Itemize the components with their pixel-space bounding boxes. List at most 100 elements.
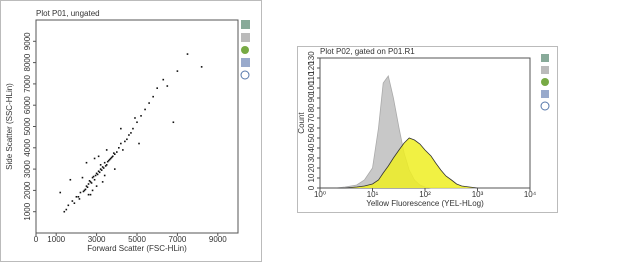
y-tick-label: 5000	[23, 117, 32, 135]
y-tick-label: 20	[307, 163, 316, 172]
event-dot	[101, 166, 104, 168]
event-dot	[65, 208, 68, 211]
event-dot	[89, 181, 92, 183]
y-tick-label: 6000	[23, 96, 32, 114]
event-dot	[94, 174, 97, 177]
tool-icon[interactable]	[541, 54, 549, 62]
event-dot	[176, 70, 179, 72]
x-tick-label: 10⁰	[314, 190, 326, 199]
y-tick-label: 130	[307, 51, 316, 65]
event-dot	[96, 173, 99, 176]
tool-icon[interactable]	[541, 66, 549, 74]
event-dot	[87, 193, 90, 196]
y-axis-label: Side Scatter (SSC-HLin)	[5, 83, 14, 170]
y-tick-label: 3000	[23, 160, 32, 178]
event-dot	[87, 183, 90, 185]
event-dot	[99, 164, 102, 166]
event-dot	[90, 182, 93, 184]
event-dot	[78, 198, 81, 200]
chart-title: Plot P01, ungated	[36, 9, 100, 18]
event-dot	[103, 161, 106, 164]
event-dot	[83, 189, 86, 192]
event-dot	[122, 149, 124, 151]
event-dot	[156, 87, 158, 89]
event-dot	[69, 178, 72, 181]
y-tick-label: 9000	[23, 32, 32, 50]
event-dot	[63, 210, 66, 213]
x-tick-label: 7000	[169, 235, 187, 244]
event-dot	[126, 138, 128, 141]
x-tick-label: 10¹	[367, 190, 379, 199]
y-tick-label: 60	[307, 123, 316, 132]
y-tick-label: 50	[307, 133, 316, 142]
event-dot	[148, 102, 150, 104]
event-dot	[172, 121, 175, 124]
y-axis-label: Count	[297, 112, 306, 134]
event-dot	[112, 152, 115, 154]
x-axis-label: Forward Scatter (FSC-HLin)	[87, 244, 187, 253]
y-tick-label: 40	[307, 143, 316, 152]
event-dot	[136, 121, 138, 124]
event-dot	[132, 127, 134, 130]
event-dot	[113, 168, 116, 170]
event-dot	[111, 155, 114, 158]
y-tick-label: 90	[307, 93, 316, 102]
x-tick-label: 10²	[419, 190, 431, 199]
x-axis-label: Yellow Fluorescence (YEL-HLog)	[366, 199, 484, 208]
x-tick-label: 0	[34, 235, 39, 244]
event-dot	[118, 147, 120, 149]
tool-icon[interactable]	[240, 70, 250, 80]
event-dot	[162, 78, 165, 81]
event-dot	[81, 176, 84, 179]
y-tick-label: 100	[307, 81, 316, 95]
event-dot	[144, 108, 146, 111]
y-tick-label: 4000	[23, 138, 32, 156]
event-dot	[59, 191, 62, 194]
event-dot	[105, 164, 108, 166]
event-dot	[116, 151, 118, 153]
y-tick-label: 30	[307, 153, 316, 162]
x-tick-label: 10³	[472, 190, 484, 199]
x-tick-label: 10⁴	[524, 190, 537, 199]
x-tick-label: 5000	[128, 235, 146, 244]
event-dot	[73, 202, 76, 204]
histogram-area	[320, 137, 478, 189]
x-tick-label: 9000	[209, 235, 227, 244]
tool-icon[interactable]	[540, 101, 550, 111]
event-dot	[77, 195, 80, 198]
event-dot	[105, 149, 108, 151]
tool-icon[interactable]	[541, 90, 549, 98]
event-dot	[71, 200, 74, 202]
y-tick-label: 7000	[23, 74, 32, 92]
event-dot	[140, 115, 142, 117]
event-dot	[120, 142, 122, 145]
tool-icon[interactable]	[241, 46, 249, 54]
tool-icon[interactable]	[241, 58, 250, 67]
event-dot	[93, 178, 96, 181]
event-dot	[120, 127, 122, 130]
event-dot	[101, 181, 104, 183]
event-dot	[84, 188, 87, 191]
tool-icon[interactable]	[241, 20, 250, 29]
x-tick-label: 3000	[88, 235, 106, 244]
event-dot	[89, 193, 92, 196]
event-dot	[104, 165, 107, 167]
event-dot	[91, 176, 94, 179]
tool-icon[interactable]	[241, 33, 250, 42]
event-dot	[98, 171, 101, 174]
event-dot	[113, 153, 116, 155]
event-dot	[200, 66, 203, 68]
event-dot	[67, 204, 70, 207]
event-dot	[97, 170, 100, 173]
tool-icon[interactable]	[541, 78, 549, 86]
toolbar-right	[540, 54, 550, 111]
event-dot	[95, 172, 98, 175]
event-dot	[124, 140, 126, 143]
event-dot	[85, 185, 88, 187]
event-dot	[100, 169, 103, 171]
event-dot	[79, 191, 82, 194]
event-dot	[99, 168, 102, 170]
event-dot	[93, 157, 96, 160]
event-dot	[130, 132, 132, 134]
